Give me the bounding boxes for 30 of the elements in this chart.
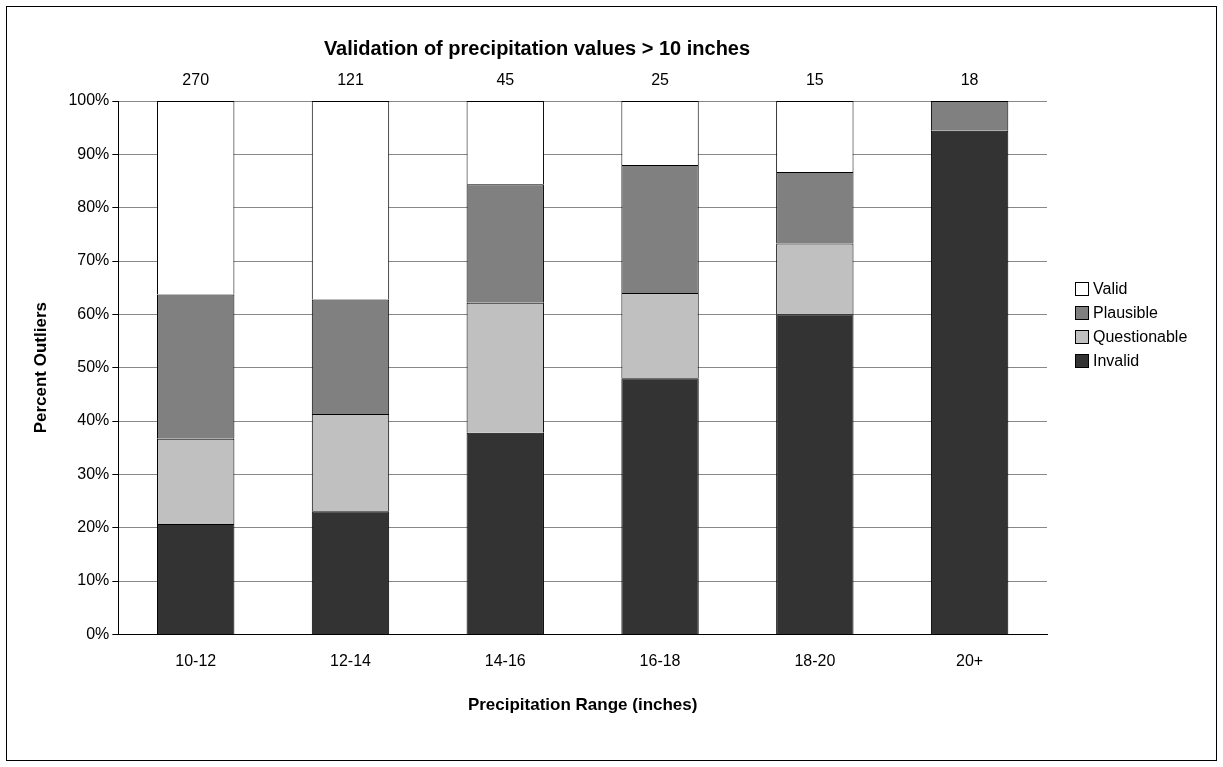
x-tick-label: 10-12 <box>175 652 217 670</box>
annotation: 121 <box>337 71 364 89</box>
x-tick-label: 12-14 <box>330 652 372 670</box>
y-tick-label: 90% <box>77 144 110 162</box>
y-tick-label: 20% <box>77 518 110 536</box>
y-tick-label: 80% <box>77 198 110 216</box>
y-axis-title: Percent Outliers <box>30 302 50 434</box>
legend-label: Invalid <box>1093 352 1140 370</box>
legend-label: Valid <box>1093 280 1128 298</box>
annotation: 25 <box>651 71 670 89</box>
legend-label: Plausible <box>1093 304 1158 322</box>
y-tick-label: 100% <box>68 91 110 109</box>
y-tick-label: 60% <box>77 304 110 322</box>
y-tick-label: 0% <box>86 624 110 642</box>
annotation: 15 <box>805 71 824 89</box>
x-tick-label: 20+ <box>956 652 984 670</box>
chart-title: Validation of precipitation values > 10 inches <box>323 36 751 59</box>
legend-label: Questionable <box>1093 328 1188 346</box>
x-tick-label: 16-18 <box>639 652 681 670</box>
x-tick-label: 18-20 <box>794 652 836 670</box>
annotation: 270 <box>182 71 210 89</box>
x-axis-title: Precipitation Range (inches) <box>467 695 698 715</box>
y-tick-label: 70% <box>77 251 110 269</box>
x-tick-label: 14-16 <box>484 652 526 670</box>
annotation: 45 <box>496 71 515 89</box>
annotation: 18 <box>960 71 979 89</box>
y-tick-label: 30% <box>77 464 110 482</box>
y-tick-label: 40% <box>77 411 110 429</box>
y-tick-label: 50% <box>77 358 110 376</box>
y-tick-label: 10% <box>77 571 110 589</box>
